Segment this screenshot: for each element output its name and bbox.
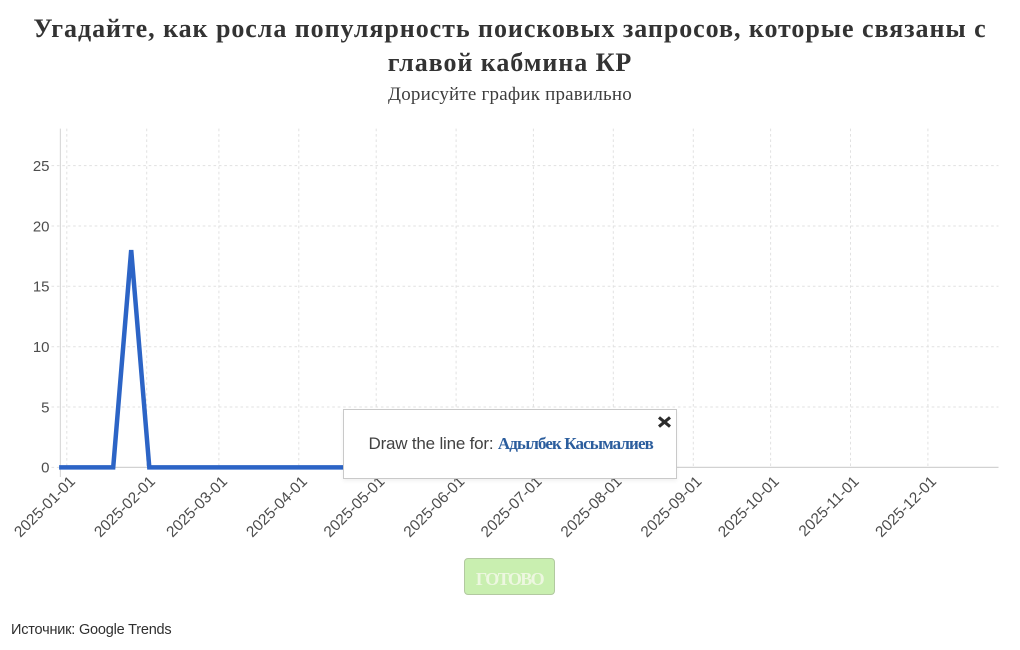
svg-text:2025-09-01: 2025-09-01 [638, 473, 706, 541]
svg-text:2025-04-01: 2025-04-01 [243, 473, 311, 541]
svg-text:2025-07-01: 2025-07-01 [478, 473, 546, 541]
svg-text:2025-03-01: 2025-03-01 [163, 473, 231, 541]
svg-text:5: 5 [41, 399, 49, 416]
svg-text:20: 20 [33, 218, 50, 235]
svg-text:25: 25 [33, 158, 50, 175]
svg-text:0: 0 [41, 460, 49, 477]
svg-text:2025-05-01: 2025-05-01 [321, 473, 389, 541]
svg-text:2025-11-01: 2025-11-01 [796, 473, 863, 540]
svg-text:2025-08-01: 2025-08-01 [558, 473, 626, 541]
svg-text:15: 15 [33, 279, 50, 296]
svg-text:2025-12-01: 2025-12-01 [872, 473, 940, 541]
svg-text:10: 10 [33, 339, 50, 356]
svg-text:2025-10-01: 2025-10-01 [715, 473, 783, 541]
svg-text:2025-06-01: 2025-06-01 [401, 473, 469, 541]
svg-text:2025-01-01: 2025-01-01 [11, 473, 79, 541]
svg-text:2025-02-01: 2025-02-01 [91, 473, 159, 541]
